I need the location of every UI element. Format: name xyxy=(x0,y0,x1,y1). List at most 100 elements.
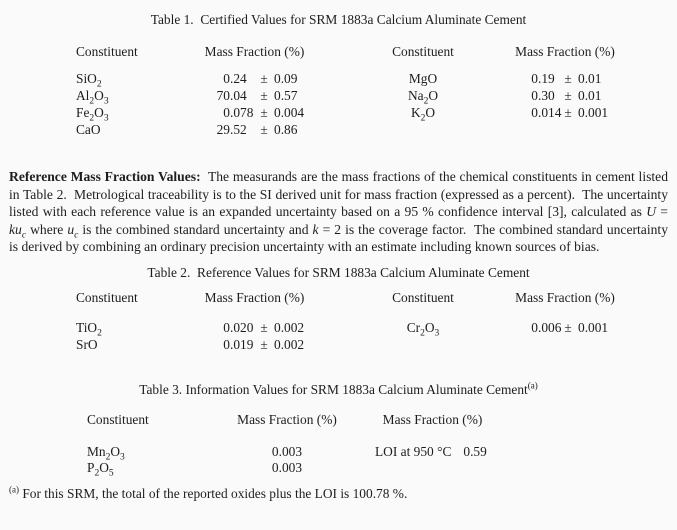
plus-minus-symbol: ± xyxy=(260,71,268,86)
constituent-formula: K2O xyxy=(410,105,436,124)
paragraph-segment: u xyxy=(67,221,75,237)
plus-minus-symbol: ± xyxy=(260,88,268,103)
value-decimal: .020 xyxy=(230,319,254,335)
paragraph-segment: where xyxy=(26,221,68,237)
spacer xyxy=(322,104,348,121)
table2-header-mass-fraction-left: Mass Fraction (%) xyxy=(204,289,305,305)
paragraph-segment: c xyxy=(74,230,79,241)
table3-title-text: Table 3. Information Values for SRM 1883… xyxy=(139,381,528,397)
uncertainty-value: 0.002 xyxy=(274,336,305,352)
paragraph-segment: The measurands are the mass fractions of… xyxy=(9,169,672,219)
value-integer: 29 xyxy=(216,122,230,137)
constituent-formula: Al2O3 xyxy=(76,88,109,107)
uncertainty-value: 0.57 xyxy=(274,88,298,103)
table3-header-mass-fraction-left: Mass Fraction (%) xyxy=(237,411,337,427)
table2-body: TiO2 0.020 ±0.002 Cr2O3 0.006 ±0.001 SrO 0.019 ±… xyxy=(9,319,668,353)
loi-group xyxy=(375,460,668,476)
constituent-formula: SiO2 xyxy=(76,71,102,90)
table1-title: Table 1. Certified Values for SRM 1883a … xyxy=(150,12,527,27)
value-decimal: .30 xyxy=(538,88,555,103)
value-decimal: .078 xyxy=(230,105,254,120)
spacer xyxy=(9,460,87,476)
table3-header-row: Constituent Mass Fraction (%) Mass Fract… xyxy=(9,411,668,428)
table1-header-row: Constituent Mass Fraction (%) Constituen… xyxy=(9,43,668,60)
spacer xyxy=(367,460,375,476)
spacer xyxy=(322,43,348,60)
table1-header-mass-fraction-left: Mass Fraction (%) xyxy=(204,44,305,59)
plus-minus-symbol xyxy=(560,336,576,353)
spacer xyxy=(322,87,348,104)
constituent-formula: CaO xyxy=(76,122,101,137)
plus-minus-symbol: ± xyxy=(260,336,268,352)
plus-minus-symbol: ± xyxy=(564,88,572,103)
table2-header-row: Constituent Mass Fraction (%) Constituen… xyxy=(9,289,668,306)
value-decimal: .19 xyxy=(538,71,555,86)
paragraph-segment: is the combined standard uncertainty and xyxy=(78,221,313,237)
paragraph-segment: c xyxy=(21,230,27,241)
value-integer: 0 xyxy=(531,105,538,120)
table3-title-footnote-marker: (a) xyxy=(527,380,538,391)
value-decimal: .014 xyxy=(538,105,562,120)
table1-row: SiO2 0.24 ±0.09 MgO 0.19 ±0.01 xyxy=(9,70,668,90)
table3-header-mass-fraction-right: Mass Fraction (%) xyxy=(382,411,483,427)
table1-header-constituent-right: Constituent xyxy=(392,44,454,59)
spacer xyxy=(9,104,76,121)
paragraph-segment: k xyxy=(312,221,319,237)
loi-value: 0.59 xyxy=(463,443,487,459)
spacer xyxy=(9,319,76,336)
table2-row: TiO2 0.020 ±0.002 Cr2O3 0.006 ±0.001 xyxy=(9,319,668,339)
constituent-formula: Fe2O3 xyxy=(76,105,109,124)
paragraph-segment: = xyxy=(656,204,672,219)
value-integer: 0 xyxy=(223,105,230,120)
spacer xyxy=(322,121,348,138)
table3-header-constituent: Constituent xyxy=(87,411,149,427)
uncertainty-value xyxy=(576,121,626,138)
plus-minus-symbol xyxy=(560,121,576,138)
paragraph-segment: U xyxy=(646,204,657,219)
paragraph-segment: Reference Mass Fraction Values: xyxy=(9,169,201,184)
uncertainty-value: 0.01 xyxy=(578,88,602,103)
spacer xyxy=(367,411,375,428)
uncertainty-value: 0.86 xyxy=(274,122,298,137)
plus-minus-symbol: ± xyxy=(564,319,572,335)
footnote: (a) For this SRM, the total of the repor… xyxy=(9,485,668,502)
value-integer: 0 xyxy=(531,88,538,103)
table2-header-constituent-right: Constituent xyxy=(392,289,454,305)
constituent-formula: Mn2O3 xyxy=(87,443,125,463)
reference-mass-fraction-paragraph: Reference Mass Fraction Values: The meas… xyxy=(9,168,668,256)
value-decimal: .24 xyxy=(230,71,247,86)
table3-row: Mn2O3 0.003 LOI at 950 °C 0.59 xyxy=(9,443,668,463)
table2-header-constituent-left: Constituent xyxy=(76,289,138,305)
table1-row: Al2O3 70.04 ±0.57 Na2O 0.30 ±0.01 xyxy=(9,87,668,107)
uncertainty-value xyxy=(576,336,626,353)
uncertainty-value: 0.001 xyxy=(578,319,609,335)
value: 0.003 xyxy=(271,443,303,459)
spacer xyxy=(9,289,76,306)
table2-title: Table 2. Reference Values for SRM 1883a … xyxy=(147,264,530,280)
value-decimal xyxy=(538,336,560,353)
spacer xyxy=(322,336,348,353)
spacer xyxy=(9,70,76,87)
value-decimal: .019 xyxy=(230,336,254,352)
spacer xyxy=(9,444,87,460)
uncertainty-value: 0.004 xyxy=(274,105,305,120)
spacer xyxy=(322,289,348,306)
constituent-formula xyxy=(348,336,498,353)
spacer xyxy=(9,43,76,60)
value-integer: 0 xyxy=(223,71,230,86)
value-decimal: .006 xyxy=(538,319,562,335)
constituent-formula: Cr2O3 xyxy=(406,319,440,339)
table3-row: P2O5 0.003 xyxy=(9,460,668,478)
spacer xyxy=(9,411,87,428)
spacer xyxy=(367,444,375,460)
paragraph-segment: ku xyxy=(9,221,22,237)
footnote-marker: (a) xyxy=(9,484,19,495)
table2-row: SrO 0.019 ±0.002 xyxy=(9,336,668,353)
table2-header-mass-fraction-right: Mass Fraction (%) xyxy=(515,289,615,305)
value-integer: 0 xyxy=(223,319,230,335)
value-integer xyxy=(504,336,538,353)
paragraph-segment: = 2 is the coverage factor. The combined… xyxy=(9,221,672,255)
value-decimal xyxy=(538,121,560,138)
spacer xyxy=(9,87,76,104)
